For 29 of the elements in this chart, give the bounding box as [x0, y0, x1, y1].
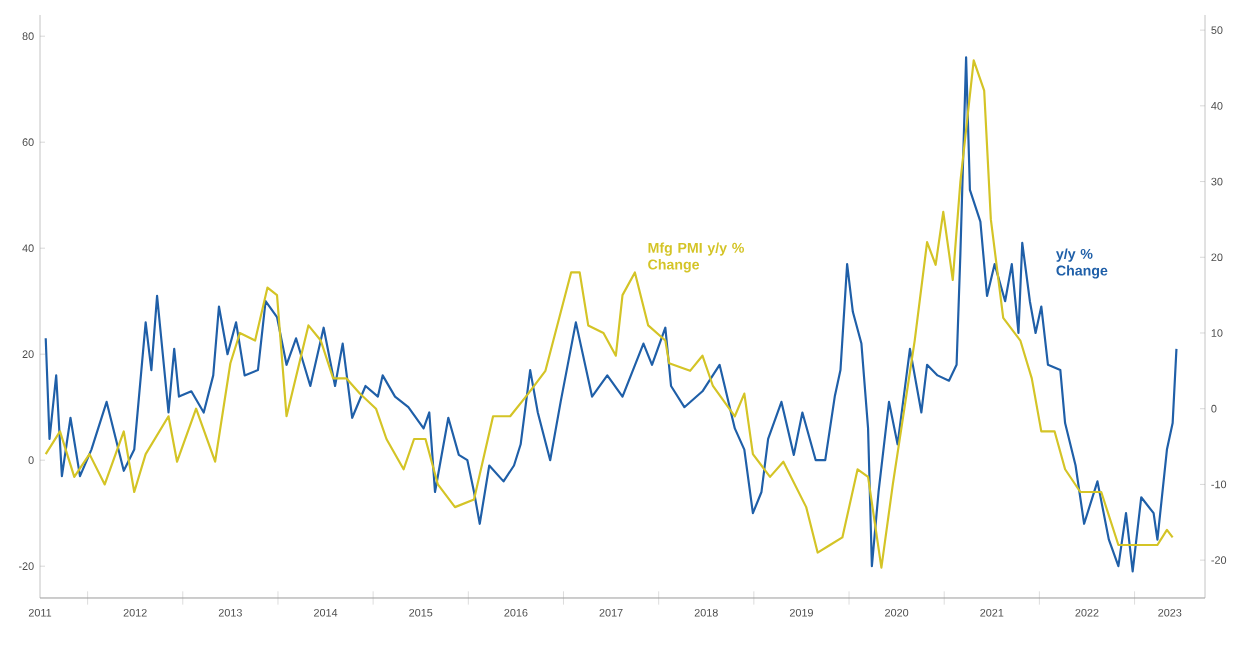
y2-tick-label: 10	[1211, 329, 1223, 337]
y-tick-label: 20	[22, 350, 34, 359]
x-tick-label: 2023	[1158, 608, 1182, 617]
x-tick-label: 2021	[980, 608, 1004, 617]
y2-tick-label: 30	[1211, 177, 1223, 186]
x-tick-label: 2017	[599, 608, 623, 617]
x-tick-label: 2022	[1075, 608, 1099, 617]
x-tick-label: 2013	[218, 608, 242, 617]
y2-tick-label: 40	[1211, 102, 1223, 110]
y-tick-label: 40	[22, 244, 34, 253]
y-tick-label: 80	[22, 32, 34, 41]
x-tick-label: 2012	[123, 608, 147, 617]
y-tick-label: -20	[18, 562, 34, 571]
text: y/y % Change	[1056, 248, 1108, 279]
series-label: Mfg PMI y/y % Change	[648, 242, 745, 273]
y2-tick-label: 20	[1211, 253, 1223, 262]
x-tick-label: 2016	[504, 608, 528, 617]
y2-tick-label: 50	[1211, 26, 1223, 34]
x-tick-label: 2018	[694, 608, 718, 617]
y2-tick-label: -10	[1211, 480, 1227, 489]
y-tick-label: 0	[28, 456, 34, 465]
x-tick-label: 2014	[314, 608, 338, 617]
y-tick-label: 60	[22, 138, 34, 147]
x-tick-label: 2011	[28, 608, 52, 617]
x-tick-label: 2015	[409, 608, 433, 617]
y2-tick-label: -20	[1211, 556, 1227, 564]
x-tick-label: 2019	[789, 608, 813, 617]
x-tick-label: 2020	[885, 608, 909, 617]
y2-tick-label: 0	[1211, 404, 1217, 413]
